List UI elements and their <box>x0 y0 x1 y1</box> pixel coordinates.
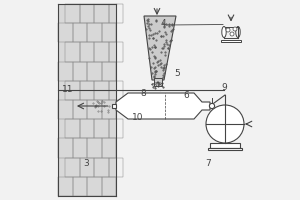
Bar <box>58 177 73 196</box>
Bar <box>58 23 73 42</box>
Bar <box>109 42 123 62</box>
Circle shape <box>209 103 214 109</box>
Circle shape <box>226 28 230 32</box>
Bar <box>94 4 109 23</box>
Circle shape <box>233 27 237 31</box>
Ellipse shape <box>222 26 226 38</box>
Circle shape <box>206 105 244 143</box>
Text: 9: 9 <box>221 83 227 92</box>
Bar <box>112 104 116 108</box>
Bar <box>101 62 116 81</box>
Bar <box>73 62 87 81</box>
Bar <box>87 138 101 158</box>
Text: 11: 11 <box>62 85 74 94</box>
Text: 7: 7 <box>205 160 211 168</box>
Bar <box>87 23 101 42</box>
Bar <box>101 138 116 158</box>
Bar <box>94 119 109 138</box>
Bar <box>58 62 73 81</box>
Bar <box>65 42 80 62</box>
Text: 4: 4 <box>160 20 166 28</box>
Bar <box>73 177 87 196</box>
Polygon shape <box>116 93 210 119</box>
Bar <box>80 119 94 138</box>
Bar <box>65 81 80 100</box>
Polygon shape <box>144 16 176 80</box>
Circle shape <box>230 32 234 36</box>
Bar <box>58 4 116 196</box>
Bar <box>87 177 101 196</box>
Bar <box>73 100 87 119</box>
Bar <box>221 40 241 42</box>
Bar <box>109 158 123 177</box>
Text: 5: 5 <box>174 70 180 78</box>
Text: 3: 3 <box>83 160 89 168</box>
Bar <box>80 158 94 177</box>
Bar <box>73 23 87 42</box>
Text: 10: 10 <box>132 112 144 121</box>
Bar <box>80 81 94 100</box>
Bar <box>87 100 101 119</box>
Bar <box>101 100 116 119</box>
Bar <box>101 23 116 42</box>
Bar <box>94 81 109 100</box>
Bar <box>94 158 109 177</box>
Bar <box>80 42 94 62</box>
Bar <box>94 42 109 62</box>
Bar <box>73 138 87 158</box>
Ellipse shape <box>236 26 240 38</box>
Bar <box>58 100 73 119</box>
Bar <box>65 119 80 138</box>
Bar <box>101 177 116 196</box>
Bar <box>109 81 123 100</box>
Bar <box>109 4 123 23</box>
Bar <box>208 148 242 150</box>
Bar <box>109 119 123 138</box>
Bar <box>80 4 94 23</box>
Bar <box>210 143 240 148</box>
Bar <box>58 138 73 158</box>
Bar <box>65 158 80 177</box>
Text: 6: 6 <box>183 92 189 100</box>
Bar <box>65 4 80 23</box>
Bar <box>87 62 101 81</box>
Bar <box>154 78 162 86</box>
Text: 8: 8 <box>140 88 146 98</box>
